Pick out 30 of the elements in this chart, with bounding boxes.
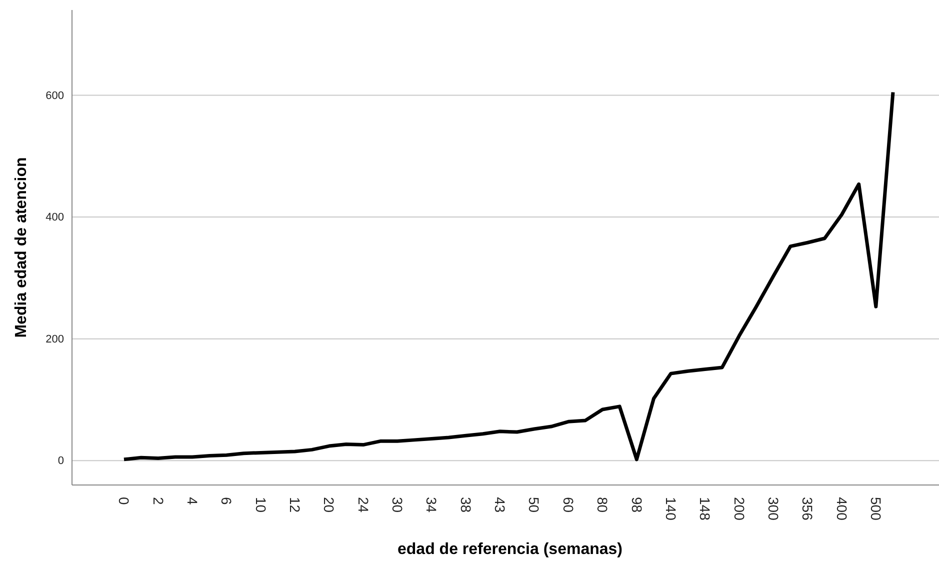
x-tick-label: 140: [662, 497, 679, 521]
x-tick-label: 2: [150, 497, 166, 505]
x-tick-label: 6: [218, 497, 235, 505]
x-tick-label: 400: [834, 497, 850, 521]
x-tick-label: 24: [355, 497, 372, 513]
x-tick-label: 10: [252, 497, 269, 513]
y-tick-label: 200: [46, 333, 64, 346]
x-tick-label: 300: [765, 497, 782, 521]
line-series: [122, 90, 895, 462]
x-tick-label: 30: [390, 497, 406, 513]
x-tick-label: 38: [458, 497, 474, 513]
x-axis-title: edad de referencia (semanas): [398, 541, 622, 558]
y-tick-label: 0: [58, 455, 64, 468]
x-tick-label: 12: [286, 497, 303, 513]
x-tick-label: 500: [868, 497, 884, 521]
x-tick-label: 34: [424, 497, 440, 513]
x-tick-label: 0: [116, 497, 132, 505]
y-axis-title: Media edad de atencion: [13, 157, 30, 338]
y-tick-label: 400: [46, 212, 64, 224]
x-tick-label: 43: [492, 497, 508, 513]
x-tick-label: 4: [184, 497, 200, 505]
y-tick-label: 600: [46, 90, 64, 102]
x-tick-label: 148: [697, 497, 714, 521]
x-tick-label: 80: [594, 497, 611, 513]
x-tick-label: 20: [321, 497, 338, 513]
x-tick-label: 356: [800, 497, 816, 521]
x-tick-label: 98: [628, 497, 645, 513]
x-tick-label: 50: [526, 497, 542, 513]
x-tick-label: 60: [560, 497, 576, 513]
x-tick-label: 200: [731, 497, 748, 521]
